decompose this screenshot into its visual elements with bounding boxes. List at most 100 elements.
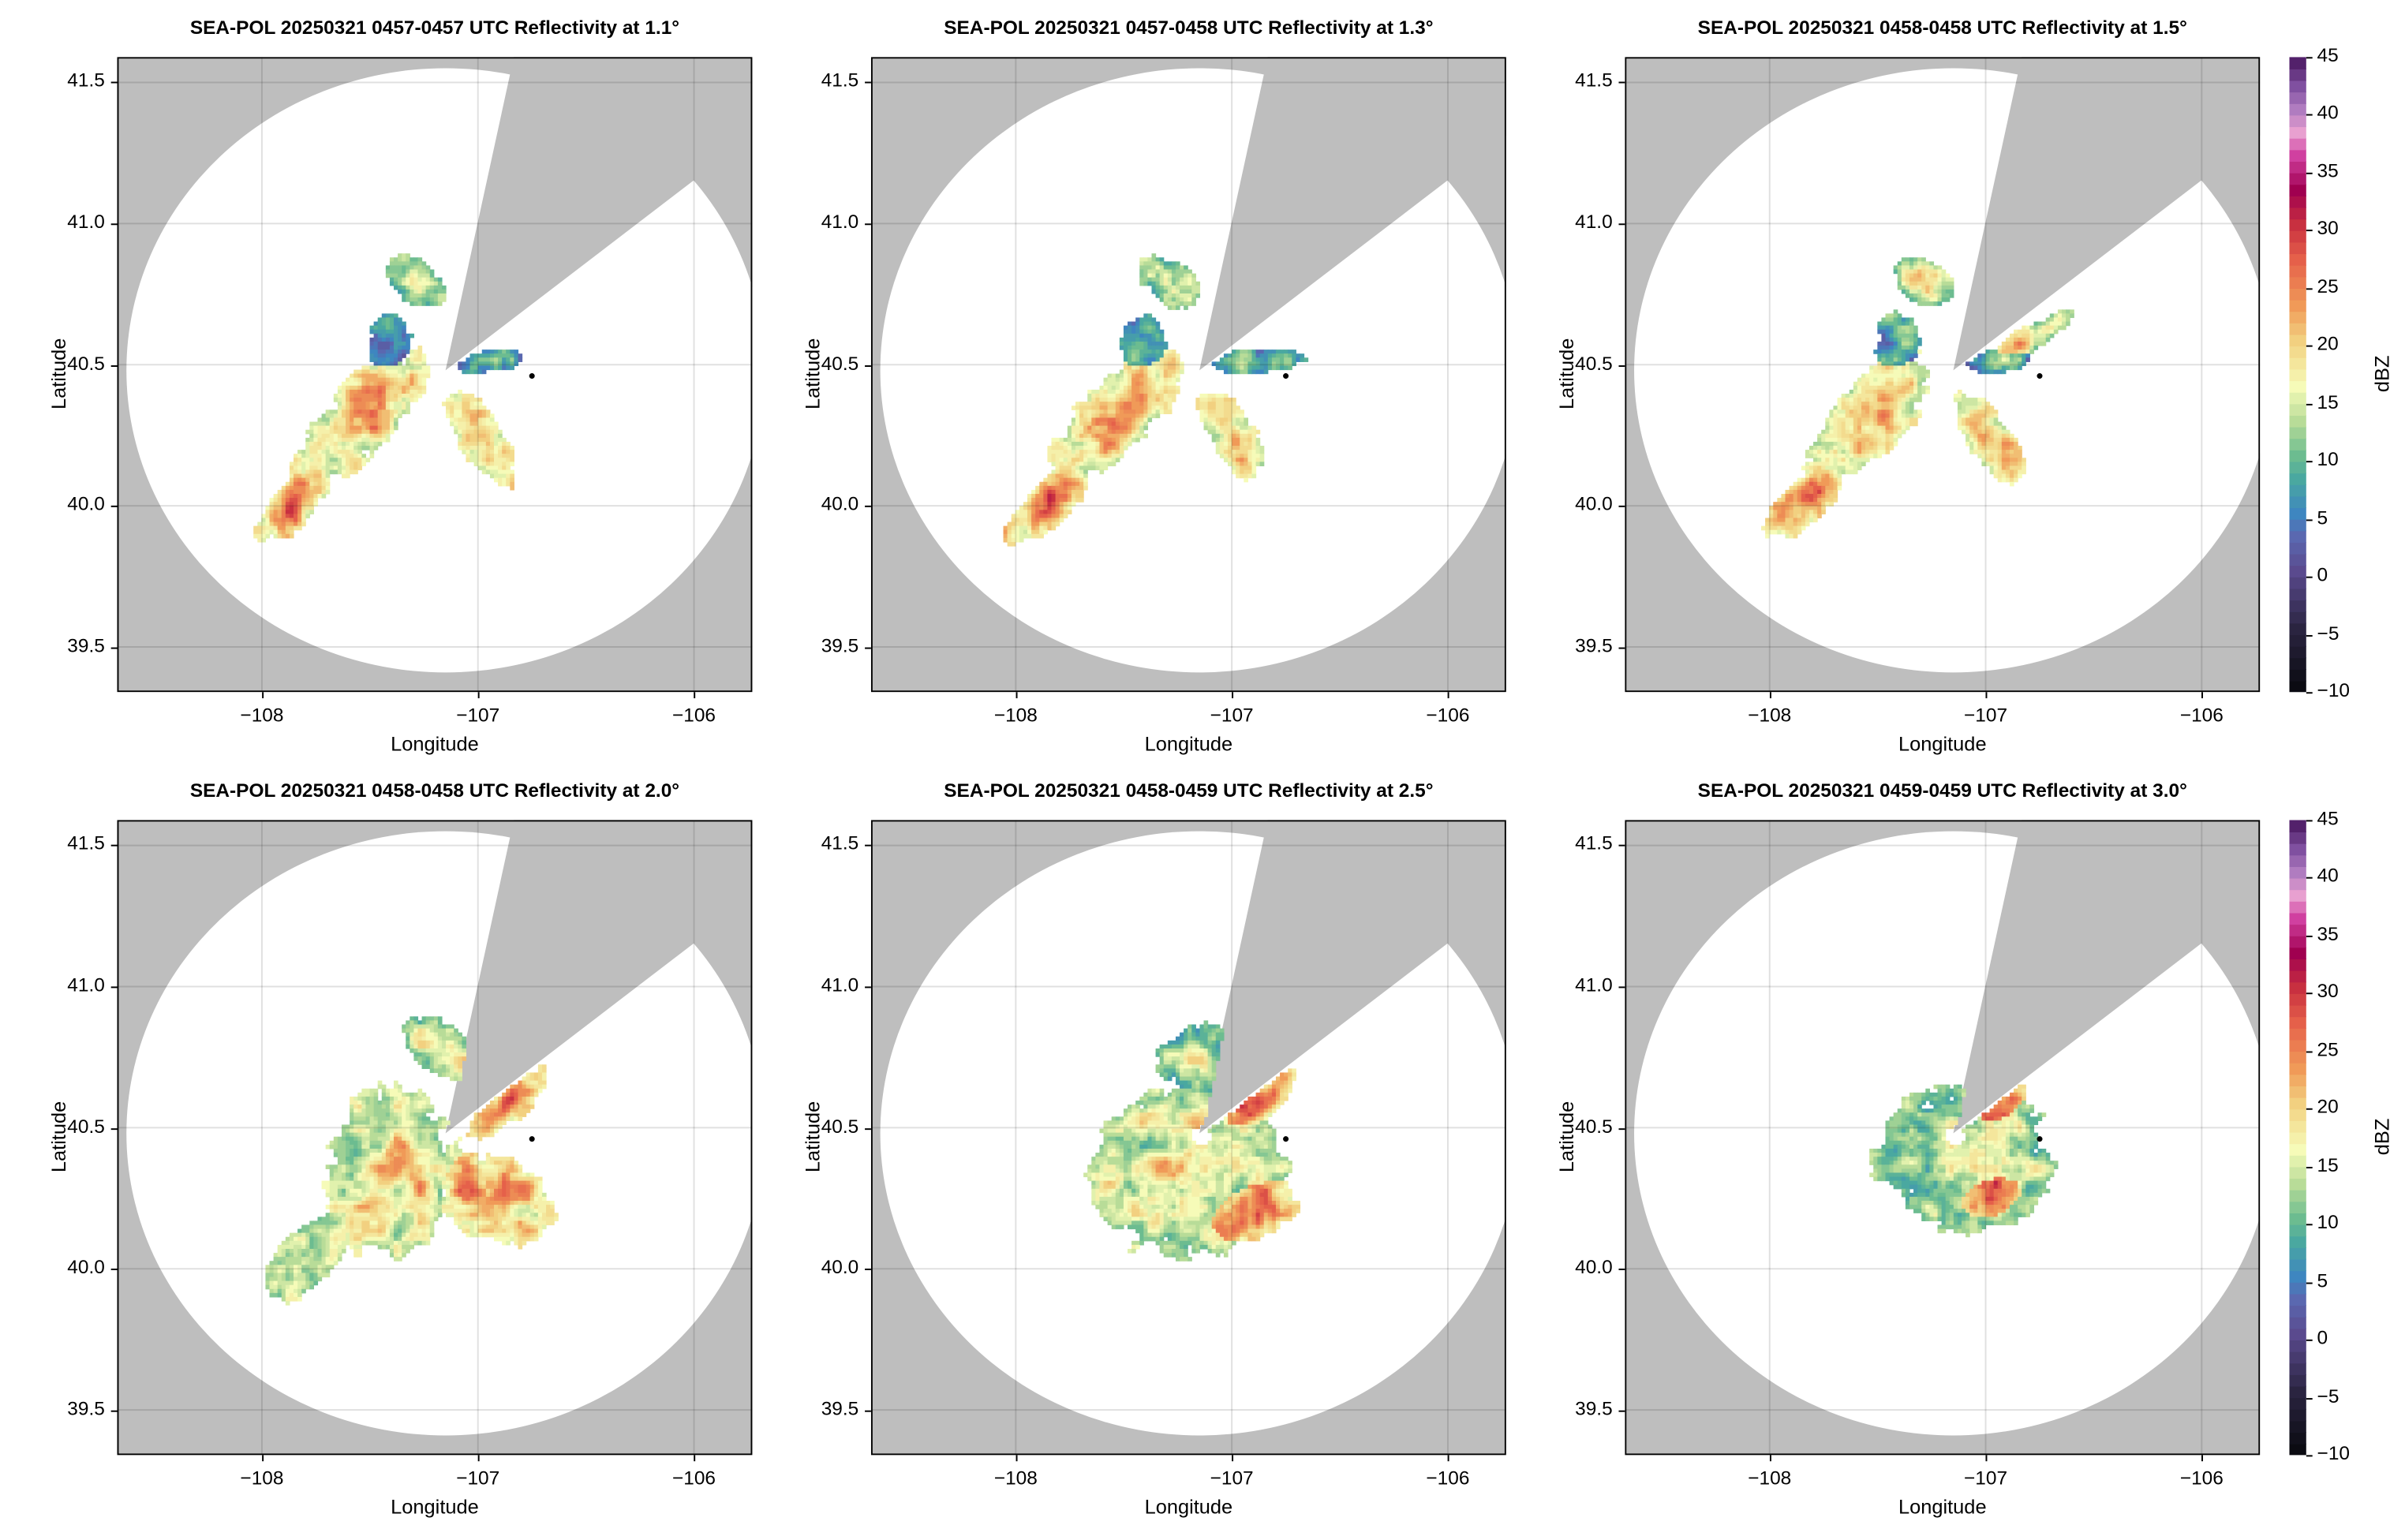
- reflectivity-cell: [361, 1148, 367, 1153]
- reflectivity-cell: [1095, 406, 1101, 410]
- reflectivity-cell: [413, 261, 419, 267]
- reflectivity-cell: [1829, 481, 1835, 487]
- reflectivity-cell: [341, 437, 346, 443]
- reflectivity-cell: [2062, 309, 2067, 314]
- reflectivity-cell: [406, 389, 410, 394]
- reflectivity-cell: [1857, 377, 1862, 383]
- reflectivity-cell: [1119, 389, 1124, 394]
- reflectivity-cell: [1973, 365, 1978, 371]
- reflectivity-cell: [313, 425, 319, 431]
- reflectivity-cell: [1143, 329, 1148, 335]
- reflectivity-cell: [389, 1132, 395, 1138]
- reflectivity-cell: [1849, 458, 1854, 462]
- reflectivity-cell: [1188, 285, 1192, 290]
- reflectivity-cell: [1103, 458, 1109, 462]
- reflectivity-cell: [1997, 421, 2003, 427]
- reflectivity-cell: [1035, 485, 1040, 491]
- reflectivity-cell: [1143, 394, 1148, 398]
- reflectivity-cell: [294, 514, 298, 519]
- reflectivity-cell: [357, 1124, 362, 1130]
- reflectivity-cell: [429, 1064, 435, 1069]
- reflectivity-cell: [1155, 285, 1161, 290]
- reflectivity-cell: [498, 473, 503, 479]
- reflectivity-cell: [261, 529, 267, 535]
- reflectivity-cell: [1184, 277, 1188, 282]
- reflectivity-cell: [1921, 273, 1926, 278]
- y-tick-mark: [110, 82, 118, 84]
- reflectivity-cell: [450, 1048, 454, 1053]
- reflectivity-cell: [1232, 361, 1236, 367]
- reflectivity-cell: [346, 1136, 350, 1142]
- reflectivity-cell: [1083, 485, 1088, 491]
- reflectivity-cell: [1805, 489, 1810, 495]
- reflectivity-cell: [1139, 277, 1144, 282]
- reflectivity-cell: [394, 261, 398, 267]
- reflectivity-cell: [1885, 325, 1891, 331]
- reflectivity-cell: [481, 458, 487, 462]
- reflectivity-cell: [2005, 353, 2010, 358]
- reflectivity-cell: [1031, 498, 1036, 503]
- reflectivity-cell: [1837, 446, 1842, 450]
- reflectivity-cell: [1292, 349, 1296, 354]
- reflectivity-cell: [333, 433, 338, 439]
- reflectivity-cell: [2001, 433, 2007, 439]
- reflectivity-cell: [1901, 257, 1906, 262]
- reflectivity-cell: [329, 437, 335, 443]
- reflectivity-cell: [1107, 402, 1113, 406]
- reflectivity-cell: [1135, 402, 1140, 406]
- reflectivity-cell: [357, 381, 362, 387]
- reflectivity-cell: [1933, 301, 1939, 306]
- reflectivity-cell: [1973, 357, 1978, 362]
- reflectivity-cell: [485, 429, 491, 435]
- reflectivity-cell: [333, 1148, 338, 1153]
- reflectivity-cell: [1115, 441, 1120, 447]
- reflectivity-cell: [1989, 425, 1995, 431]
- reflectivity-cell: [1207, 398, 1213, 402]
- reflectivity-cell: [1027, 502, 1032, 506]
- reflectivity-cell: [2033, 325, 2039, 331]
- reflectivity-cell: [1905, 321, 1910, 327]
- reflectivity-cell: [1171, 277, 1176, 282]
- reflectivity-cell: [514, 353, 519, 358]
- reflectivity-cell: [1825, 489, 1830, 495]
- reflectivity-cell: [1993, 365, 1999, 371]
- reflectivity-cell: [1785, 521, 1790, 527]
- reflectivity-cell: [1901, 385, 1906, 391]
- reflectivity-cell: [410, 1036, 414, 1041]
- reflectivity-cell: [369, 1157, 375, 1161]
- reflectivity-cell: [1885, 346, 1891, 350]
- reflectivity-cell: [1251, 429, 1257, 435]
- reflectivity-cell: [1865, 450, 1870, 454]
- reflectivity-cell: [493, 1128, 499, 1134]
- reflectivity-cell: [421, 1044, 427, 1049]
- reflectivity-cell: [1143, 357, 1148, 362]
- reflectivity-cell: [1917, 377, 1922, 383]
- reflectivity-cell: [1833, 473, 1838, 479]
- reflectivity-cell: [341, 1168, 346, 1174]
- reflectivity-cell: [1059, 481, 1064, 487]
- reflectivity-cell: [481, 365, 487, 371]
- reflectivity-cell: [526, 1092, 531, 1097]
- reflectivity-cell: [406, 265, 410, 271]
- reflectivity-cell: [1981, 406, 1987, 410]
- reflectivity-cell: [1267, 357, 1273, 362]
- reflectivity-cell: [2014, 349, 2018, 354]
- reflectivity-cell: [1047, 481, 1053, 487]
- reflectivity-cell: [1099, 409, 1105, 414]
- reflectivity-cell: [1941, 289, 1947, 294]
- reflectivity-cell: [1099, 398, 1105, 402]
- reflectivity-cell: [1865, 406, 1870, 410]
- reflectivity-cell: [361, 1157, 367, 1161]
- reflectivity-cell: [2070, 309, 2074, 314]
- reflectivity-cell: [1111, 429, 1116, 435]
- reflectivity-cell: [1857, 421, 1862, 427]
- reflectivity-cell: [1841, 409, 1846, 414]
- reflectivity-cell: [1143, 402, 1148, 406]
- reflectivity-cell: [466, 458, 471, 462]
- reflectivity-cell: [481, 357, 487, 362]
- reflectivity-cell: [1877, 406, 1883, 410]
- reflectivity-cell: [425, 1101, 431, 1105]
- reflectivity-cell: [462, 402, 467, 406]
- reflectivity-cell: [1849, 454, 1854, 458]
